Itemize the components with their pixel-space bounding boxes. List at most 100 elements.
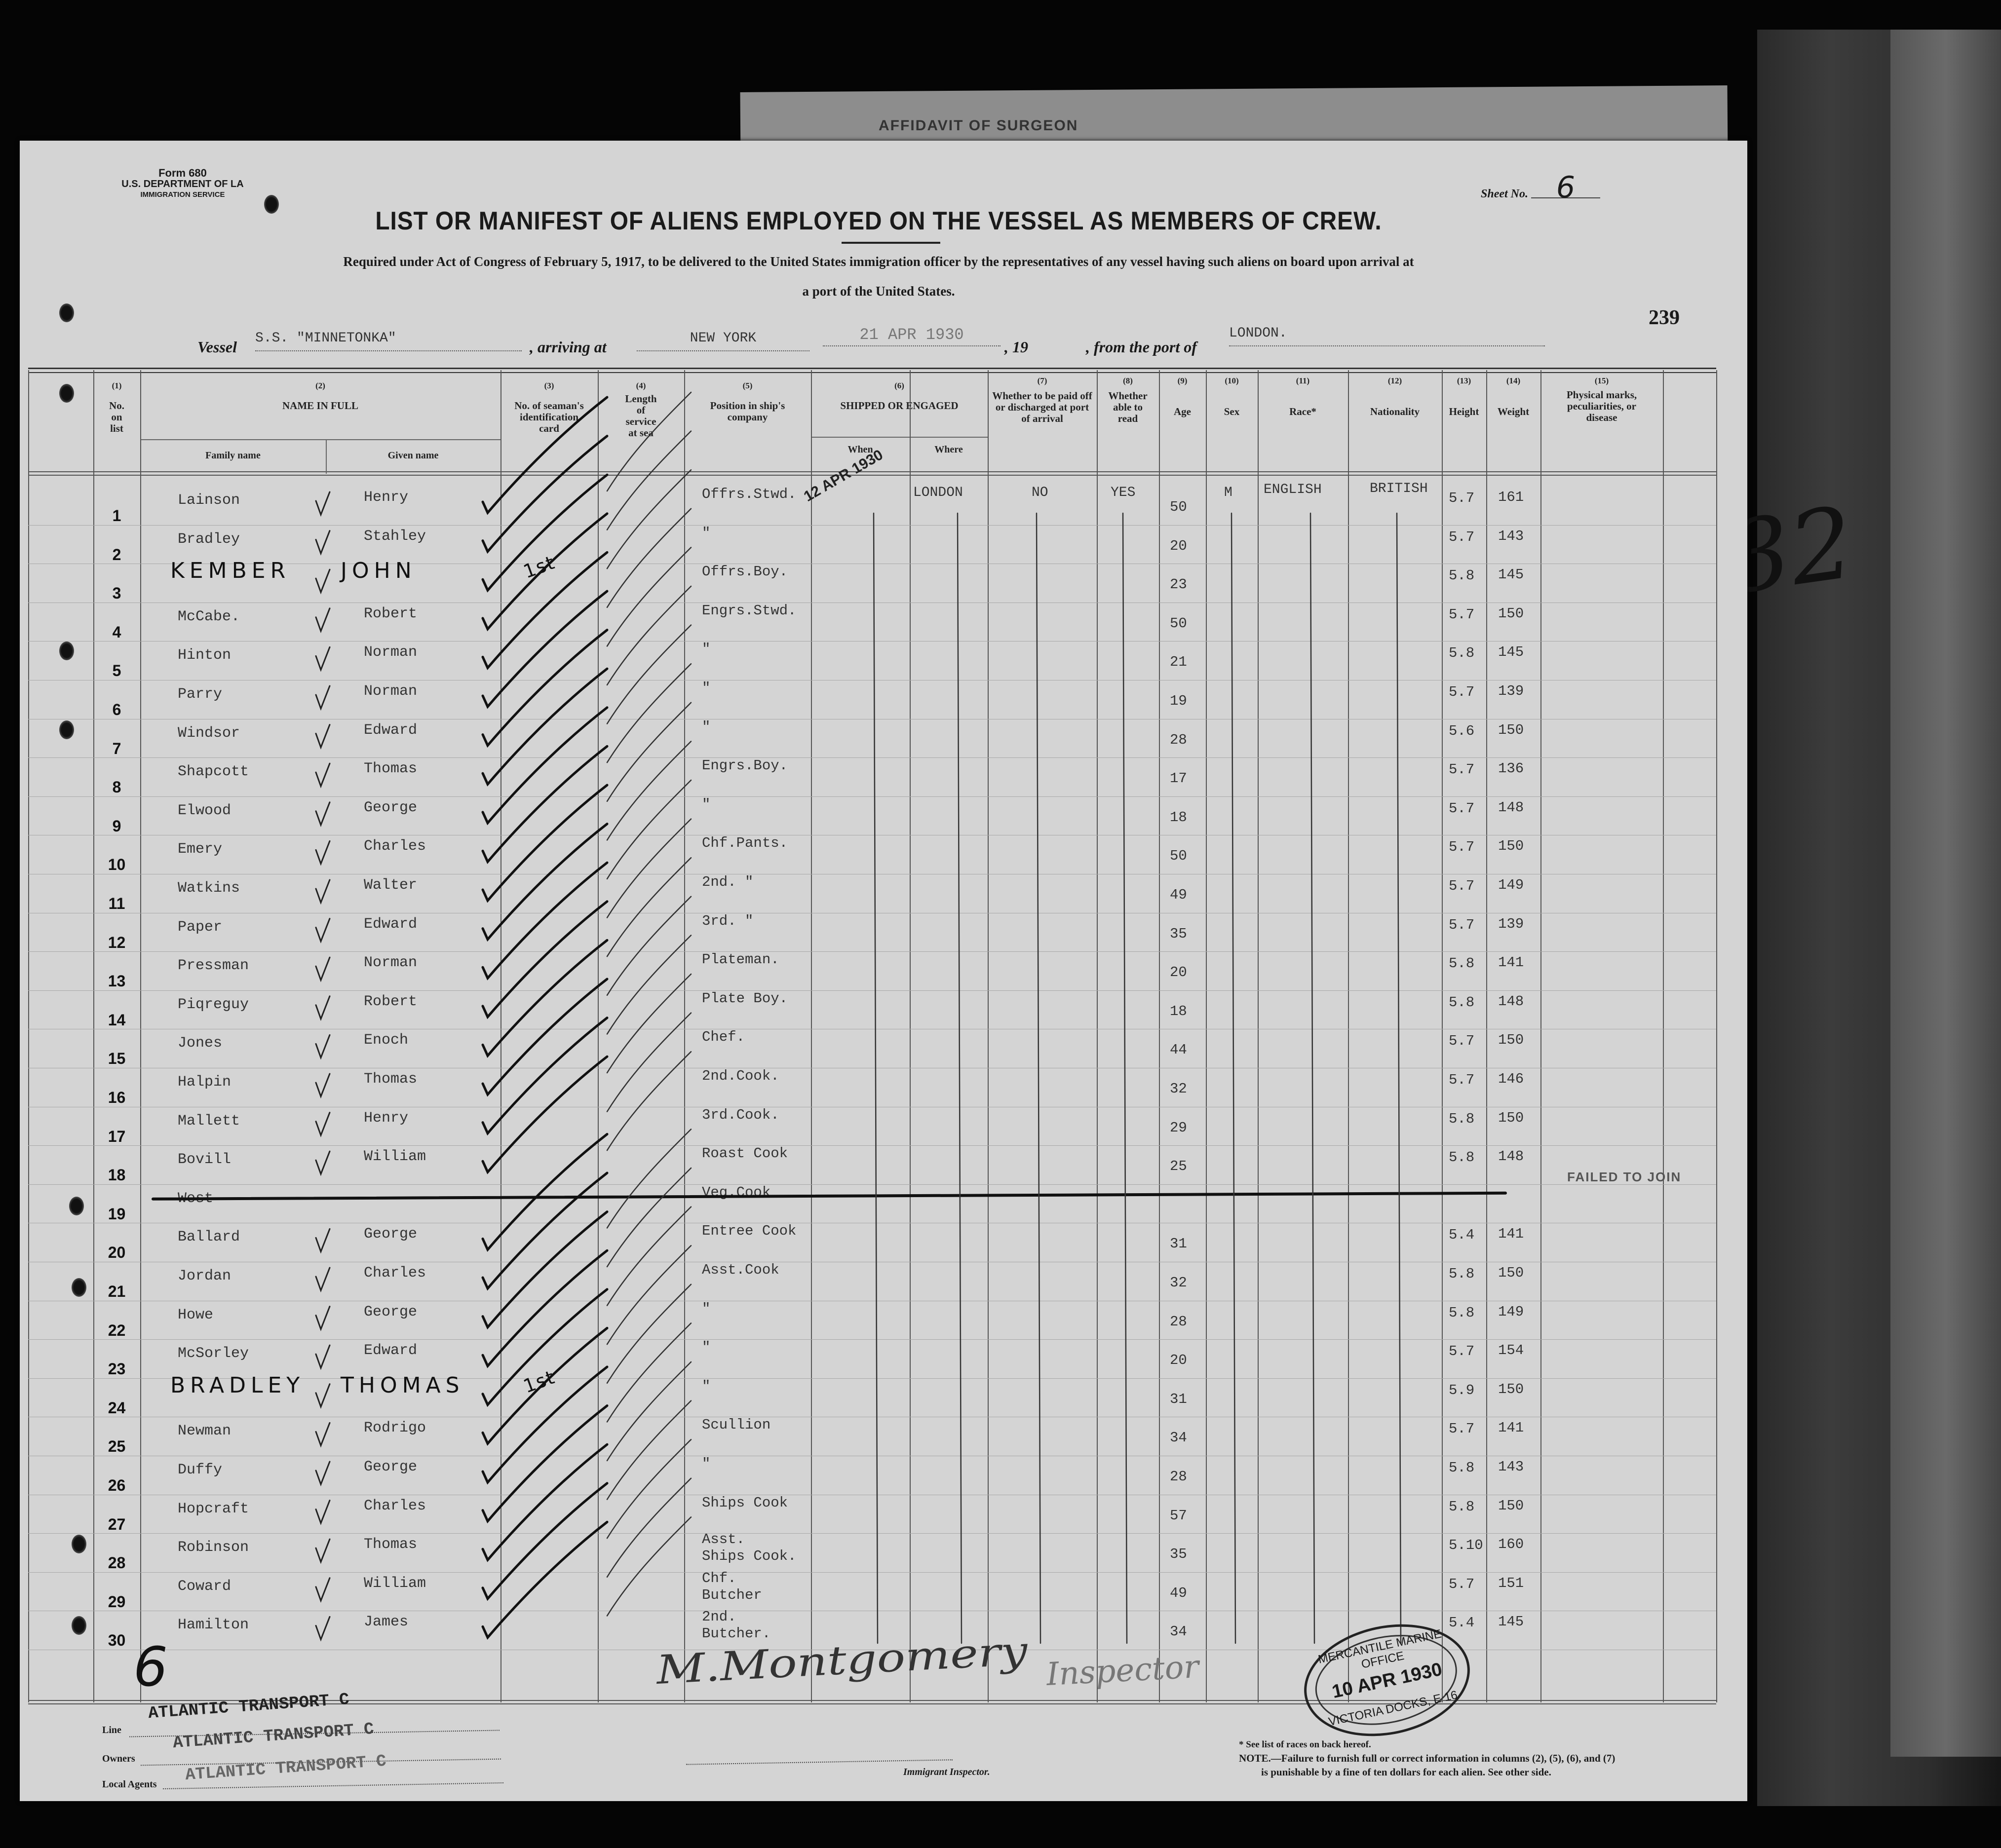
position: Engrs.Stwd.: [702, 602, 797, 619]
card-slash-icon: [481, 1482, 609, 1601]
local-agents-label: Local Agents: [102, 1779, 157, 1790]
service-slash-icon: [606, 469, 692, 569]
family-name: BRADLEY: [170, 1372, 305, 1398]
weight: 161: [1498, 489, 1524, 505]
row-rule: [28, 1378, 1716, 1379]
weight: 151: [1498, 1575, 1524, 1591]
page-title: LIST OR MANIFEST OF ALIENS EMPLOYED ON T…: [375, 207, 1382, 235]
family-name: Bovill: [178, 1151, 231, 1169]
check-mark-icon: [315, 1228, 331, 1254]
height: 5.7: [1449, 1343, 1475, 1360]
sex-value: M: [1224, 485, 1232, 500]
given-name: Charles: [364, 838, 426, 855]
given-name: Edward: [364, 915, 418, 933]
from-label: , from the port of: [1086, 338, 1197, 356]
height: 5.4: [1449, 1615, 1475, 1631]
column-divider: [598, 370, 599, 1702]
weight: 136: [1498, 760, 1524, 777]
card-slash-icon: [481, 1017, 609, 1136]
shipped-subheader-rule: [811, 437, 988, 438]
weight: 149: [1498, 877, 1524, 893]
service-slash-icon: [606, 1516, 692, 1617]
given-name: THOMAS: [341, 1372, 464, 1398]
check-mark-icon: [315, 1577, 331, 1603]
able-to-read-value: YES: [1111, 485, 1136, 500]
position: ": [702, 525, 711, 541]
page-subtitle-2: a port of the United States.: [802, 284, 955, 299]
check-mark-icon: [315, 1500, 331, 1525]
inspector-label: Immigrant Inspector.: [903, 1767, 990, 1777]
service-slash-icon: [606, 1477, 692, 1578]
card-slash-icon: [481, 1404, 609, 1524]
card-slash-icon: [481, 1520, 609, 1640]
table-bottom-rule: [28, 1700, 1716, 1704]
card-slash-icon: [481, 1365, 609, 1485]
row-number: 15: [108, 1050, 126, 1068]
arrival-date-stamp: 21 APR 1930: [823, 326, 1000, 346]
sheet-no-handwritten: 6: [1531, 173, 1600, 202]
family-name: Coward: [178, 1578, 231, 1595]
given-name: William: [364, 1575, 426, 1592]
weight: 150: [1498, 1265, 1524, 1281]
header-given-name: Given name: [387, 450, 439, 461]
height: 5.7: [1449, 1072, 1475, 1088]
given-name: Enoch: [364, 1032, 409, 1049]
age: 35: [1170, 1546, 1187, 1563]
card-slash-icon: [481, 1326, 609, 1446]
height: 5.7: [1449, 916, 1475, 933]
service-slash-icon: [606, 391, 692, 492]
name-subheader-rule: [140, 439, 500, 440]
family-name: Elwood: [178, 802, 231, 819]
position: Asst. Ships Cook.: [702, 1531, 797, 1565]
height: 5.4: [1449, 1227, 1475, 1244]
row-number: 20: [108, 1244, 126, 1262]
card-slash-icon: [481, 706, 609, 826]
age: 19: [1170, 693, 1187, 709]
weight: 145: [1498, 1614, 1524, 1630]
family-name: Duffy: [178, 1462, 223, 1478]
height: 5.8: [1449, 645, 1475, 662]
position: Asst.Cook: [702, 1262, 779, 1278]
weight: 139: [1498, 915, 1524, 932]
handwritten-total: 6: [133, 1635, 168, 1698]
family-name: Newman: [178, 1423, 231, 1440]
row-rule: [28, 757, 1716, 758]
row-number: 22: [108, 1321, 126, 1339]
header-name: (2) NAME IN FULL: [282, 381, 358, 412]
name-split: [326, 439, 327, 474]
age: 49: [1170, 1584, 1187, 1601]
family-name: Mallett: [178, 1112, 240, 1130]
family-name: Parry: [178, 686, 223, 703]
card-slash-icon: [481, 900, 609, 1019]
service-slash-icon: [606, 1012, 692, 1112]
row-number: 28: [108, 1554, 126, 1572]
family-name: Hinton: [178, 647, 231, 664]
column-divider: [1716, 370, 1717, 1702]
given-name: George: [364, 799, 418, 816]
height: 5.8: [1449, 1110, 1475, 1127]
column-divider: [1663, 370, 1664, 1702]
row-number: 1: [112, 507, 121, 525]
page-subtitle: Required under Act of Congress of Februa…: [343, 254, 1414, 269]
row-number: 14: [108, 1011, 126, 1029]
height: 5.8: [1449, 994, 1475, 1011]
card-slash-icon: [481, 551, 609, 671]
age: 32: [1170, 1275, 1187, 1291]
page-number: 239: [1649, 306, 1680, 329]
family-name: Howe: [178, 1306, 214, 1323]
weight: 141: [1498, 954, 1524, 971]
row-rule: [28, 1339, 1716, 1340]
paid-off-value: NO: [1032, 485, 1048, 500]
check-mark-icon: [315, 1538, 331, 1564]
check-mark-icon: [315, 685, 331, 711]
service-slash-icon: [606, 547, 692, 647]
table-top-rule: [28, 368, 1716, 373]
adjacent-page-edge: [1890, 30, 2001, 1757]
header-bottom-rule: [28, 471, 1716, 476]
position: ": [702, 796, 711, 813]
column-divider: [1258, 370, 1259, 1702]
row-number: 30: [108, 1631, 126, 1650]
height: 5.8: [1449, 1149, 1475, 1166]
weight: 148: [1498, 799, 1524, 816]
age: 23: [1170, 576, 1187, 593]
